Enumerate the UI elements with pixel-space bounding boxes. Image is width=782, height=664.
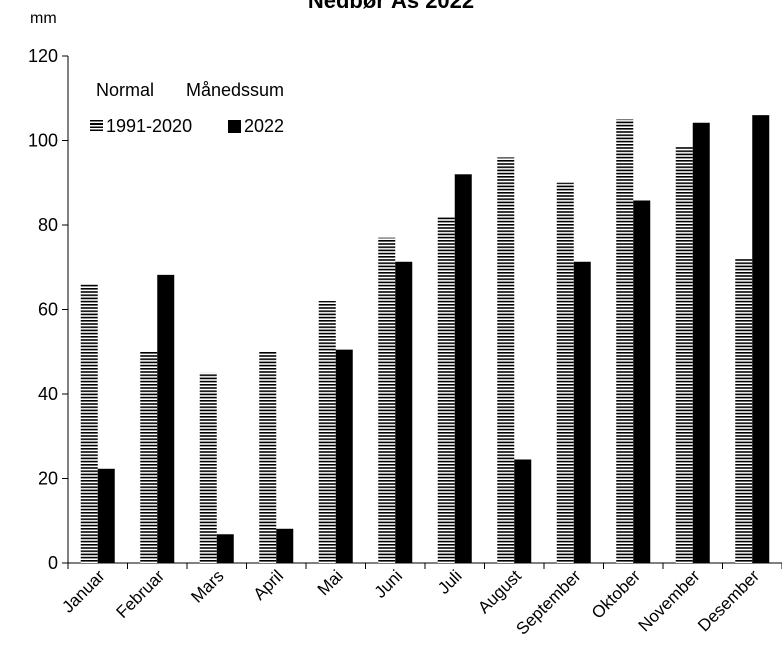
y-tick-label: 20 — [38, 469, 58, 489]
bar-normal-1991-2020 — [616, 119, 634, 563]
y-tick-label: 40 — [38, 384, 58, 404]
x-tick-label: September — [512, 566, 584, 638]
bar-2022 — [573, 261, 591, 563]
legend-item-normal: 1991-2020 — [90, 116, 192, 137]
x-tick-label: Oktober — [588, 566, 644, 622]
bar-2022 — [97, 468, 115, 563]
x-tick-label: November — [635, 566, 704, 635]
bar-2022 — [216, 534, 234, 563]
legend-swatch-hatched — [90, 120, 103, 133]
legend-label-normal: 1991-2020 — [106, 116, 193, 136]
y-tick-label: 80 — [38, 215, 58, 235]
bar-normal-1991-2020 — [140, 351, 158, 563]
bar-normal-1991-2020 — [199, 372, 217, 563]
bar-normal-1991-2020 — [378, 237, 396, 564]
x-tick-label: Juli — [434, 566, 465, 597]
x-tick-label: Januar — [58, 566, 108, 616]
y-tick-label: 0 — [48, 553, 58, 573]
y-tick-label: 120 — [28, 46, 58, 66]
bar-normal-1991-2020 — [675, 146, 693, 563]
bar-normal-1991-2020 — [556, 182, 574, 563]
bar-2022 — [692, 122, 710, 563]
x-tick-label: Mars — [187, 566, 227, 606]
bar-normal-1991-2020 — [437, 216, 455, 564]
bar-normal-1991-2020 — [497, 157, 515, 563]
y-tick-label: 100 — [28, 131, 58, 151]
x-tick-label: Mai — [314, 566, 347, 599]
bar-2022 — [454, 174, 472, 564]
y-axis-unit-label: mm — [30, 10, 57, 27]
x-tick-label: Juni — [371, 566, 406, 601]
x-tick-label: August — [474, 566, 525, 617]
x-tick-label: April — [250, 566, 287, 603]
legend-heading-monthly-sum: Månedssum — [186, 80, 285, 100]
bar-normal-1991-2020 — [80, 284, 98, 563]
bar-normal-1991-2020 — [735, 258, 753, 563]
y-tick-label: 60 — [38, 300, 58, 320]
bar-normal-1991-2020 — [259, 351, 277, 563]
x-tick-label: Desember — [694, 566, 763, 635]
chart-title: Nedbør Ås 2022 — [307, 0, 475, 13]
x-tick-label: Februar — [113, 566, 169, 622]
bar-2022 — [752, 115, 770, 564]
bar-normal-1991-2020 — [318, 301, 336, 563]
bar-2022 — [157, 274, 175, 563]
bar-2022 — [633, 200, 651, 563]
legend-swatch-solid — [228, 120, 241, 133]
legend-label-2022: 2022 — [244, 116, 285, 136]
bar-2022 — [335, 349, 353, 563]
bar-2022 — [395, 261, 413, 563]
bar-2022 — [514, 459, 532, 563]
legend-heading-normal: Normal — [96, 80, 155, 100]
bar-2022 — [276, 528, 294, 563]
legend-item-2022: 2022 — [228, 116, 284, 137]
